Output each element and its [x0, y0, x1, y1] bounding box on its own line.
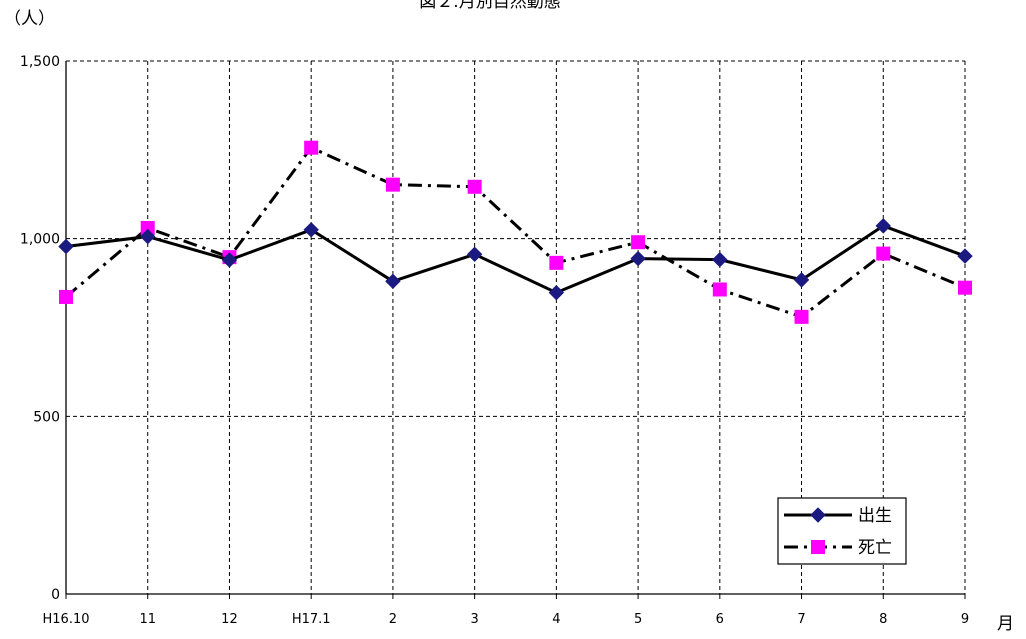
y-tick-labels: 0 500 1,000 1,500: [20, 54, 60, 603]
axes: [65, 60, 966, 599]
data-point-birth: [140, 228, 156, 245]
x-tick-label: 9: [961, 612, 969, 627]
data-point-death: [59, 289, 73, 304]
legend-marker-birth: [810, 507, 826, 523]
y-tick-label: 1,500: [20, 54, 60, 70]
data-point-birth: [58, 238, 74, 255]
data-point-death: [385, 177, 400, 192]
data-point-birth: [385, 273, 401, 290]
data-point-death: [304, 140, 319, 155]
series-death: [59, 140, 972, 324]
x-tick-label: 5: [634, 612, 642, 627]
x-tick-label: 3: [470, 612, 478, 627]
y-axis-unit-label: （人）: [4, 9, 55, 29]
x-tick-labels: H16.10 11 12 H17.1 2 3 4 5 6 7 8 9: [43, 612, 970, 627]
data-point-death: [549, 255, 564, 270]
series-layer: [58, 140, 973, 324]
x-tick-label: 11: [139, 612, 156, 627]
series-line-birth: [65, 224, 966, 295]
chart-title: 図２.月別自然動態: [419, 0, 560, 12]
x-tick-label: 2: [389, 612, 397, 627]
y-tick-label: 500: [33, 409, 60, 425]
x-tick-label: 6: [716, 612, 724, 627]
x-tick-label: 12: [221, 612, 238, 627]
x-tick-label: H17.1: [292, 612, 331, 627]
data-point-birth: [957, 248, 973, 264]
legend-label-death: 死亡: [858, 538, 892, 558]
x-tick-label: 4: [552, 612, 560, 627]
series-line-death: [65, 146, 966, 319]
y-tick-label: 1,000: [20, 232, 60, 248]
legend-marker-death: [811, 540, 825, 554]
data-point-death: [958, 280, 972, 295]
data-point-birth: [548, 284, 565, 301]
legend-label-birth: 出生: [858, 506, 892, 526]
data-point-birth: [303, 222, 319, 238]
data-point-death: [467, 179, 482, 194]
data-point-birth: [712, 251, 728, 268]
data-point-birth: [466, 246, 483, 263]
x-axis-unit-label: 月: [997, 614, 1014, 634]
y-tick-label: 0: [51, 587, 60, 603]
data-point-birth: [630, 250, 646, 267]
x-tick-label: 7: [797, 612, 805, 627]
data-point-birth: [793, 272, 810, 288]
legend-box: [777, 497, 907, 565]
data-point-death: [140, 221, 155, 236]
series-birth: [58, 218, 973, 301]
x-tick-label: 8: [879, 612, 887, 627]
data-point-death: [631, 235, 646, 250]
x-tick-label: H16.10: [43, 612, 90, 627]
data-point-death: [794, 309, 809, 324]
data-point-death: [712, 282, 727, 297]
data-point-birth: [221, 252, 238, 268]
data-point-death: [876, 246, 891, 261]
data-point-birth: [875, 218, 891, 234]
